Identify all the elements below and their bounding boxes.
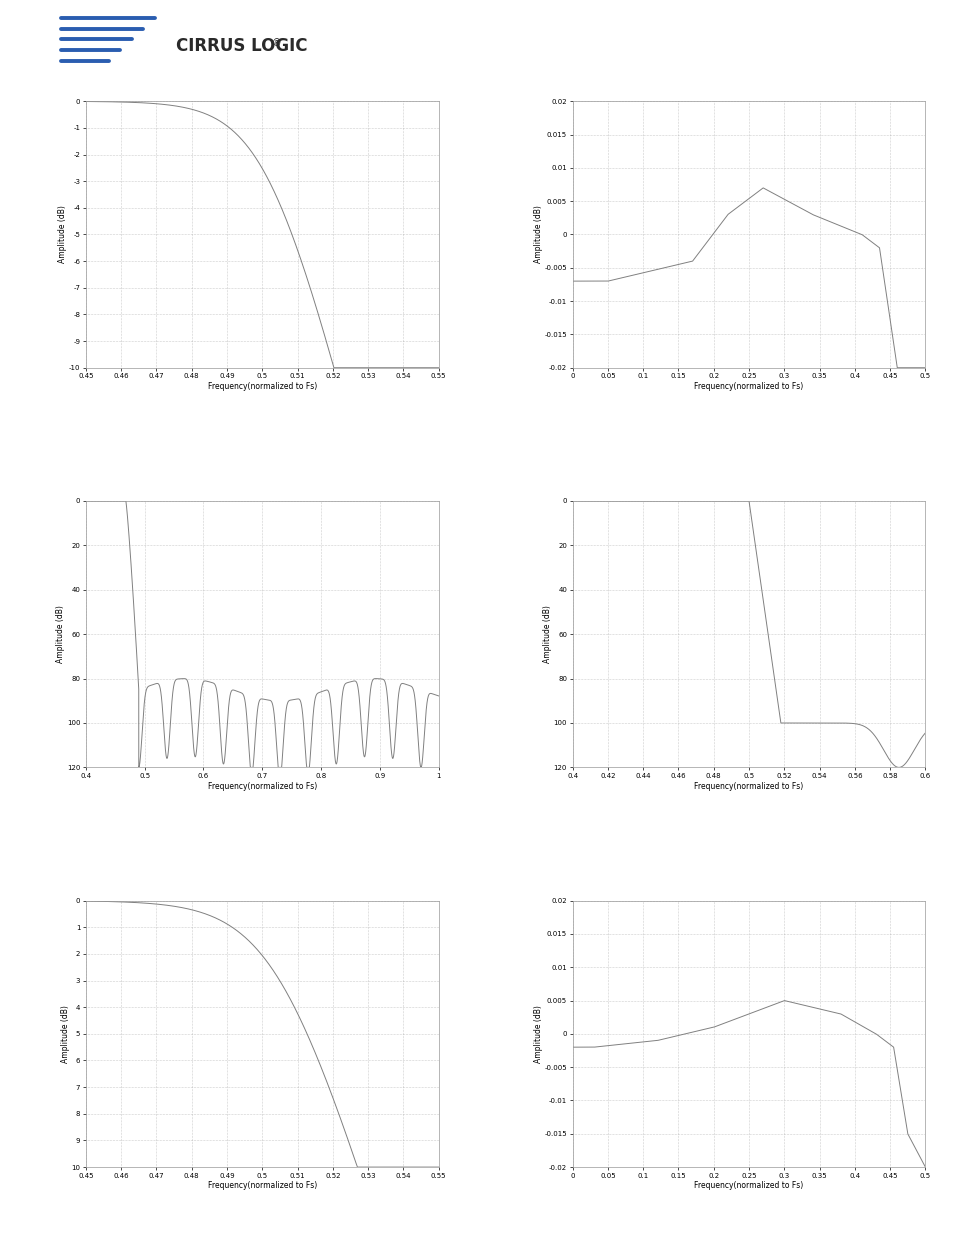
Text: CIRRUS LOGIC: CIRRUS LOGIC [176, 37, 308, 54]
X-axis label: Frequency(normalized to Fs): Frequency(normalized to Fs) [694, 382, 802, 391]
X-axis label: Frequency(normalized to Fs): Frequency(normalized to Fs) [208, 382, 316, 391]
X-axis label: Frequency(normalized to Fs): Frequency(normalized to Fs) [208, 782, 316, 790]
Y-axis label: Amplitude (dB): Amplitude (dB) [542, 605, 552, 663]
X-axis label: Frequency(normalized to Fs): Frequency(normalized to Fs) [208, 1182, 316, 1191]
Y-axis label: Amplitude (dB): Amplitude (dB) [534, 205, 542, 263]
Y-axis label: Amplitude (dB): Amplitude (dB) [58, 205, 68, 263]
Y-axis label: Amplitude (dB): Amplitude (dB) [56, 605, 66, 663]
Y-axis label: Amplitude (dB): Amplitude (dB) [534, 1005, 542, 1063]
X-axis label: Frequency(normalized to Fs): Frequency(normalized to Fs) [694, 782, 802, 790]
Y-axis label: Amplitude (dB): Amplitude (dB) [61, 1005, 70, 1063]
Text: ®: ® [272, 38, 281, 48]
X-axis label: Frequency(normalized to Fs): Frequency(normalized to Fs) [694, 1182, 802, 1191]
